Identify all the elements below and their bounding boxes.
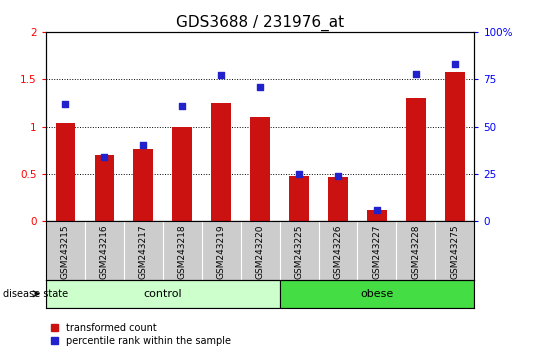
Legend: transformed count, percentile rank within the sample: transformed count, percentile rank withi… [51, 323, 231, 346]
Bar [134, 149, 153, 221]
Point [100, 154, 108, 160]
Bar [172, 127, 192, 221]
Text: obese: obese [360, 289, 393, 299]
Bar [328, 177, 348, 221]
Bar [56, 123, 75, 221]
Bar [211, 103, 231, 221]
Point [255, 84, 264, 90]
Point [334, 173, 342, 179]
Point [178, 103, 186, 109]
Bar [367, 210, 386, 221]
Text: GSM243227: GSM243227 [372, 224, 382, 279]
Point [451, 61, 459, 67]
Text: GSM243216: GSM243216 [100, 224, 109, 279]
Bar [94, 155, 114, 221]
Point [139, 143, 148, 148]
Point [217, 73, 225, 78]
Text: GSM243275: GSM243275 [451, 224, 459, 279]
Point [412, 71, 420, 76]
Text: GSM243218: GSM243218 [178, 224, 186, 279]
Title: GDS3688 / 231976_at: GDS3688 / 231976_at [176, 14, 344, 30]
Bar [280, 280, 474, 308]
Text: disease state: disease state [3, 289, 68, 299]
Point [372, 207, 381, 213]
Bar [250, 117, 270, 221]
Text: GSM243228: GSM243228 [411, 224, 420, 279]
Text: GSM243226: GSM243226 [334, 224, 342, 279]
Bar [289, 176, 309, 221]
Text: GSM243217: GSM243217 [139, 224, 148, 279]
Point [295, 171, 303, 177]
Text: GSM243225: GSM243225 [294, 224, 303, 279]
Bar [445, 72, 465, 221]
Point [61, 101, 70, 107]
Text: GSM243215: GSM243215 [61, 224, 70, 279]
Text: GSM243219: GSM243219 [217, 224, 226, 279]
Bar [46, 280, 280, 308]
Bar [406, 98, 426, 221]
Text: control: control [143, 289, 182, 299]
Text: GSM243220: GSM243220 [255, 224, 265, 279]
